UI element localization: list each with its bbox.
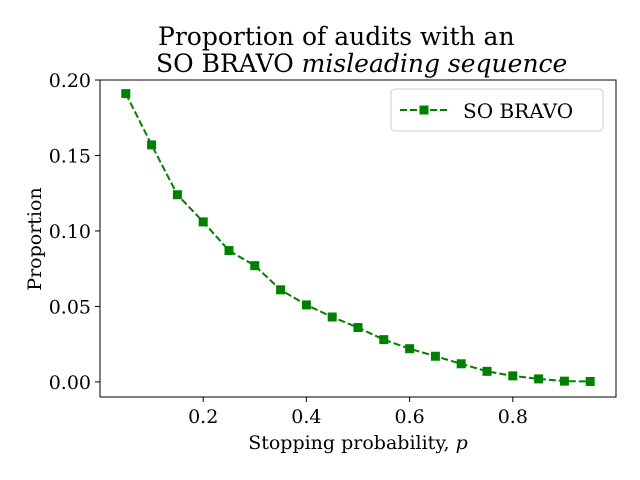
title-line-2: SO BRAVO misleading sequence bbox=[156, 49, 567, 78]
x-tick-label: 0.4 bbox=[291, 406, 321, 428]
title-bravo: BRAVO bbox=[202, 49, 294, 78]
legend-square-marker bbox=[419, 105, 429, 115]
data-point bbox=[198, 217, 208, 227]
x-axis-label-text: Stopping probability, bbox=[248, 432, 455, 454]
chart-title: Proportion of audits with an SO BRAVO mi… bbox=[156, 22, 567, 78]
legend-label-bravo: BRAVO bbox=[499, 99, 573, 123]
y-tick-label: 0.20 bbox=[49, 70, 91, 92]
data-point bbox=[250, 261, 260, 271]
legend-label-prefix: SO bbox=[463, 99, 499, 123]
x-axis-label: Stopping probability, p bbox=[248, 432, 468, 454]
data-point bbox=[456, 359, 466, 369]
y-axis-ticks: 0.00 0.05 0.10 0.15 0.20 bbox=[49, 70, 100, 394]
legend: SO BRAVO bbox=[390, 88, 604, 132]
data-point bbox=[147, 140, 157, 150]
x-axis-label-var: p bbox=[456, 432, 468, 454]
y-axis-label: Proportion bbox=[24, 187, 46, 290]
title-so-prefix: SO bbox=[156, 49, 202, 78]
series-line bbox=[124, 93, 591, 383]
x-axis-ticks: 0.2 0.4 0.6 0.8 bbox=[188, 397, 528, 428]
plot-area-frame bbox=[99, 79, 617, 398]
data-point bbox=[430, 351, 440, 361]
data-point bbox=[405, 344, 415, 354]
y-tick-label: 0.05 bbox=[49, 296, 91, 318]
data-point bbox=[276, 285, 286, 295]
legend-box bbox=[390, 88, 604, 132]
y-tick-label: 0.15 bbox=[49, 145, 91, 167]
x-tick-label: 0.8 bbox=[498, 406, 528, 428]
data-point bbox=[224, 246, 234, 256]
data-point bbox=[482, 366, 492, 376]
data-point bbox=[379, 335, 389, 345]
x-tick-label: 0.2 bbox=[188, 406, 218, 428]
data-point bbox=[121, 89, 131, 99]
y-tick-label: 0.00 bbox=[49, 372, 91, 394]
data-point bbox=[327, 312, 337, 322]
data-point bbox=[172, 190, 182, 200]
x-tick-label: 0.6 bbox=[394, 406, 424, 428]
data-point bbox=[508, 371, 518, 381]
y-tick-label: 0.10 bbox=[49, 221, 91, 243]
data-point bbox=[353, 323, 363, 333]
title-line-1: Proportion of audits with an bbox=[158, 22, 515, 51]
data-point bbox=[585, 376, 595, 386]
data-point bbox=[534, 374, 544, 384]
title-italic-phrase: misleading sequence bbox=[302, 49, 568, 78]
legend-label: SO BRAVO bbox=[463, 99, 573, 123]
series-layer bbox=[121, 89, 595, 386]
data-point bbox=[559, 376, 569, 386]
data-point bbox=[301, 300, 311, 310]
